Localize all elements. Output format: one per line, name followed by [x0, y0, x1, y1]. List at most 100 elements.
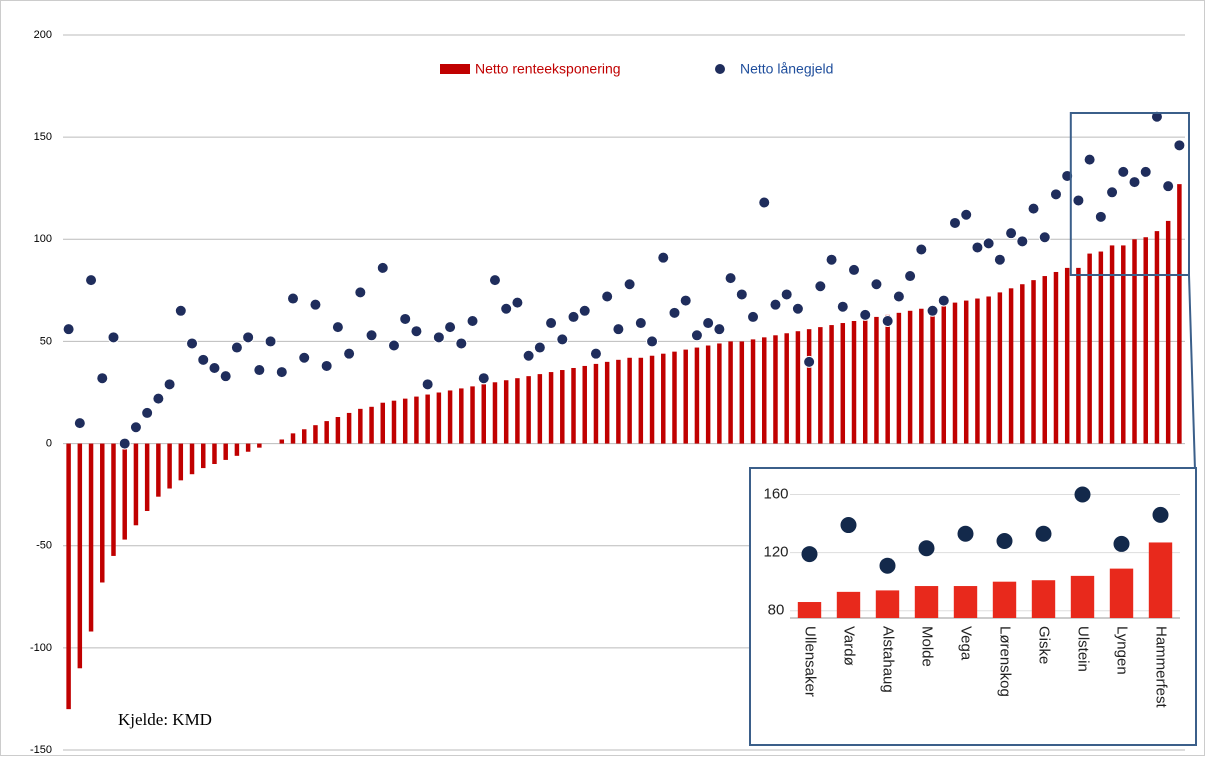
dot [803, 355, 816, 368]
bar [77, 443, 83, 669]
dot [848, 263, 861, 276]
dot [578, 304, 591, 317]
bar [975, 298, 980, 444]
dot [62, 323, 75, 336]
bar [840, 323, 846, 444]
legend-label: Netto lånegjeld [740, 61, 833, 77]
bar [930, 306, 935, 444]
dot [298, 351, 311, 364]
bar [1121, 245, 1126, 444]
dot [881, 315, 894, 327]
bar [257, 443, 262, 448]
inset-dot [918, 540, 935, 557]
dot [1139, 165, 1152, 178]
dot [836, 300, 849, 313]
dot [421, 378, 434, 391]
inset-dot [996, 533, 1013, 550]
y-tick-label: -50 [36, 540, 52, 552]
dot [567, 310, 580, 323]
dot [511, 296, 524, 309]
dot [1005, 227, 1018, 240]
bar [526, 376, 531, 444]
dot [85, 274, 98, 287]
dot [735, 288, 748, 301]
bar [649, 355, 655, 444]
dot [960, 208, 973, 221]
bar [1008, 288, 1014, 444]
bar [661, 353, 666, 444]
dot [679, 294, 692, 307]
inset-bar [1109, 568, 1134, 618]
dot [219, 370, 232, 383]
dot [343, 347, 356, 360]
bar [88, 443, 94, 632]
dot [1038, 231, 1051, 244]
dot [634, 317, 647, 330]
bar [717, 343, 722, 444]
y-tick-label: 0 [46, 437, 52, 449]
bar [952, 302, 958, 444]
dot [1173, 139, 1186, 152]
bar [436, 392, 442, 444]
bar [1042, 276, 1047, 444]
dot [365, 329, 378, 342]
bar [1076, 267, 1081, 444]
dot [904, 270, 917, 283]
highlight-box [1069, 112, 1191, 276]
dot [174, 304, 187, 317]
bar [571, 367, 576, 444]
inset-dot [801, 546, 818, 563]
dot [1072, 194, 1085, 207]
dot [623, 278, 636, 291]
dot [1083, 153, 1096, 166]
dot [264, 335, 277, 348]
inset-x-tick-label: Hammerfest [1153, 626, 1170, 709]
dot [500, 302, 513, 315]
bar [604, 361, 610, 444]
inset-bar [797, 602, 822, 618]
dot [163, 378, 176, 391]
dot [1027, 202, 1040, 215]
dot [1049, 188, 1062, 201]
dot [993, 253, 1006, 266]
dot [713, 323, 726, 336]
bar [1020, 284, 1025, 444]
dot [612, 323, 625, 336]
bar [896, 312, 902, 444]
bar [728, 341, 733, 444]
bar [425, 394, 430, 444]
inset-dot [1074, 486, 1091, 503]
dot [533, 341, 546, 354]
dot [399, 312, 412, 325]
y-tick-label: -150 [30, 744, 52, 756]
bar [122, 443, 127, 540]
bar [1031, 280, 1036, 444]
bar [919, 308, 924, 444]
inset-x-tick-label: Lyngen [1114, 626, 1131, 675]
dot [253, 364, 266, 377]
y-tick-label: -100 [30, 642, 52, 654]
bar [907, 310, 913, 444]
bar [481, 384, 486, 444]
inset-dot [840, 517, 857, 534]
inset-x-tick-label: Ulstein [1075, 626, 1092, 672]
dot [129, 421, 142, 434]
dot [589, 347, 602, 360]
inset-bar [953, 586, 978, 618]
dot [1016, 235, 1029, 248]
bar [391, 400, 397, 444]
dot [230, 341, 243, 354]
dot [814, 280, 827, 293]
bar [100, 443, 105, 583]
bar [335, 417, 341, 444]
dot [556, 333, 569, 346]
bar [672, 351, 677, 444]
dot [488, 274, 501, 287]
dot [197, 353, 210, 366]
dot [387, 339, 400, 352]
dot [1117, 165, 1130, 178]
bar [324, 421, 329, 444]
dot [1106, 186, 1119, 199]
bar [66, 443, 71, 710]
